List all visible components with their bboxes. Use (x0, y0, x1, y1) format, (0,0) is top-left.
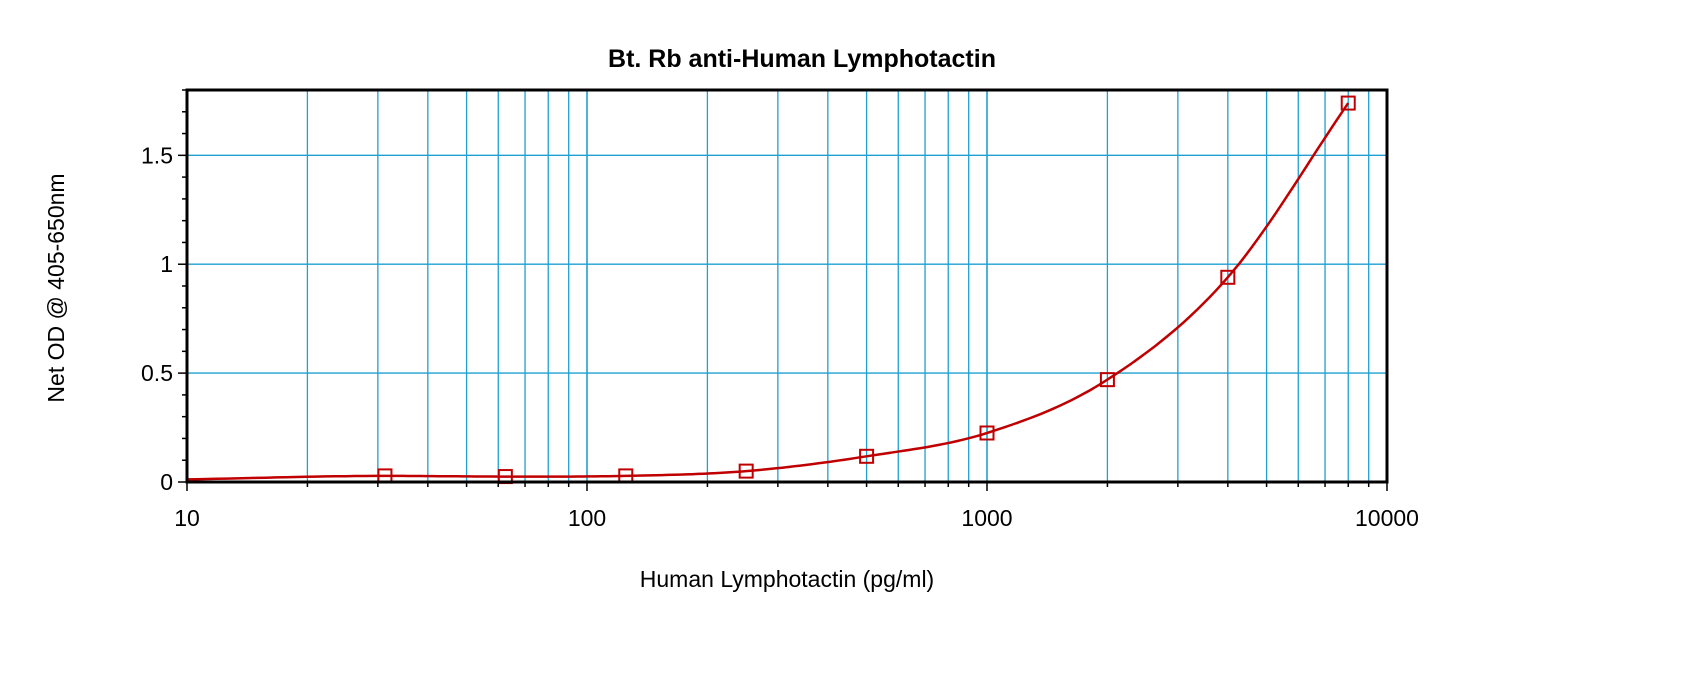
x-tick-label: 10000 (1355, 505, 1419, 531)
x-tick-label: 100 (568, 505, 606, 531)
data-point (1340, 95, 1356, 111)
y-tick-label: 0 (160, 469, 173, 495)
y-tick-label: 1.5 (141, 142, 173, 168)
x-tick-label: 1000 (961, 505, 1012, 531)
data-point (1099, 372, 1115, 388)
y-tick-label: 0.5 (141, 360, 173, 386)
x-tick-label: 10 (174, 505, 200, 531)
y-tick-label: 1 (160, 251, 173, 277)
data-point (979, 425, 995, 441)
x-axis-label: Human Lymphotactin (pg/ml) (640, 566, 934, 592)
fit-curve (186, 102, 1350, 481)
plot-frame (185, 88, 1389, 484)
grid (187, 90, 1387, 482)
data-point (859, 448, 875, 464)
data-point (1220, 269, 1236, 285)
x-axis-ticks: 10 100 1000 10000 (174, 482, 1419, 531)
data-point (738, 463, 754, 479)
fit-curve-layer (186, 102, 1350, 481)
chart-title: Bt. Rb anti-Human Lymphotactin (608, 45, 996, 73)
y-axis-label: Net OD @ 405-650nm (43, 173, 69, 402)
y-axis-ticks: 0 0.5 1 1.5 (141, 89, 187, 495)
